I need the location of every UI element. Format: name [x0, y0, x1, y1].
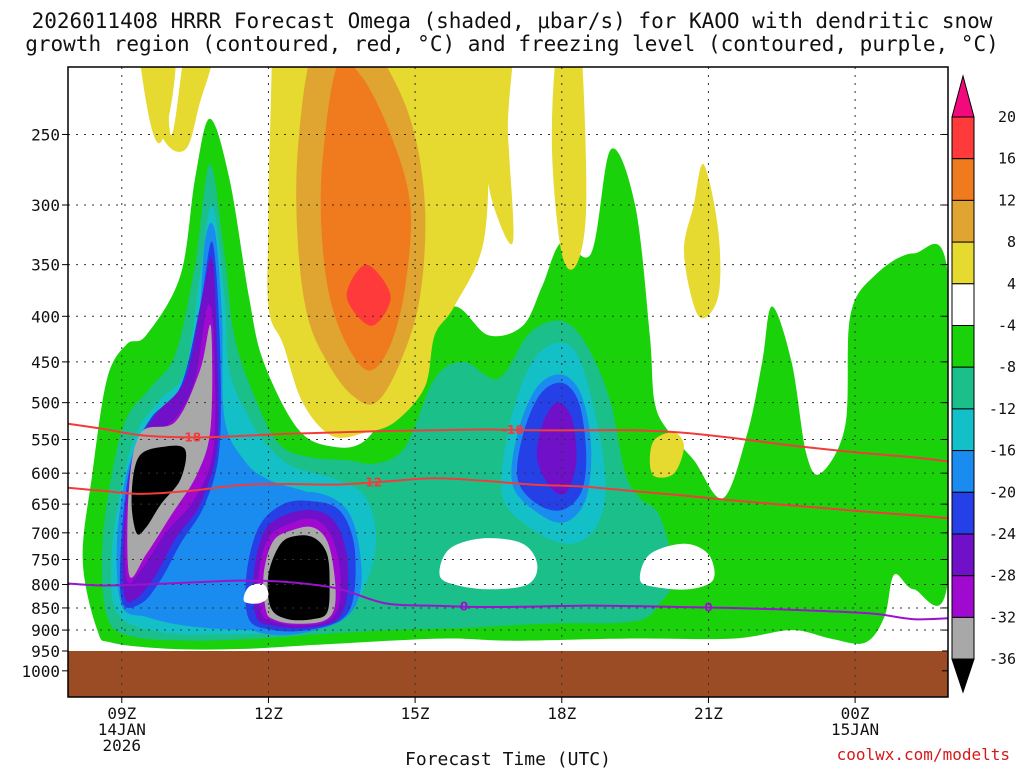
freezing-level-contour-line [68, 579, 948, 621]
colorbar-label-12: -32 [989, 608, 1016, 626]
freezing-level-contour-label-1: 0 [704, 601, 712, 615]
x-tick-label-09z: 09Z [107, 704, 136, 723]
y-tick-label-800: 800 [31, 575, 60, 594]
colorbar-label-10: -24 [989, 525, 1016, 543]
x-tick-label-18z: 18Z [547, 704, 576, 723]
omega-region-e1-level--4 [439, 538, 538, 590]
omega-region-d4-level-16 [346, 264, 391, 326]
chart-title-line-2: growth region (contoured, red, °C) and f… [25, 32, 999, 56]
colorbar-label-7: -12 [989, 400, 1016, 418]
y-tick-label-650: 650 [31, 495, 60, 514]
colorbar-label-5: -4 [998, 317, 1016, 335]
y-tick-label-1000: 1000 [21, 662, 60, 681]
dgz-contour-2-label-0: -12 [360, 475, 382, 489]
colorbar-swatch-12 [951, 616, 975, 660]
y-tick-label-900: 900 [31, 621, 60, 640]
omega-region-a9-level--40 [131, 445, 187, 535]
y-axis: 250 300 350 400 450 500 550 600 650 700 750 800 850 9… [21, 125, 948, 681]
y-tick-label-250: 250 [31, 125, 60, 144]
colorbar-swatch-10 [951, 533, 975, 577]
colorbar-swatch-4 [951, 283, 975, 326]
y-tick-label-500: 500 [31, 394, 60, 413]
omega-shaded-regions [82, 67, 948, 650]
colorbar-label-13: -36 [989, 650, 1016, 668]
omega-region-d5-level-4 [140, 67, 176, 144]
omega-region-e2-level--4 [639, 543, 715, 590]
colorbar-label-11: -28 [989, 567, 1016, 585]
x-tick-date-09z: 14JAN [98, 720, 146, 739]
colorbar-bottom-arrow [951, 658, 975, 694]
colorbar-top-arrow [951, 74, 975, 118]
omega-region-d7-level-4 [683, 163, 721, 319]
x-tick-label-00z: 00Z [841, 704, 870, 723]
omega-region-b6-level--40 [267, 535, 330, 621]
colorbar-label-8: -16 [989, 442, 1016, 460]
dgz-contour-2-line [68, 477, 948, 520]
x-tick-date-00z: 15JAN [831, 720, 879, 739]
colorbar-swatch-11 [951, 575, 975, 618]
dgz-contour-1-line [68, 422, 948, 463]
site-credit: coolwx.com/modelts [837, 745, 1010, 764]
colorbar-swatch-7 [951, 408, 975, 452]
gridlines [68, 67, 948, 697]
x-tick-year-09z: 2026 [103, 736, 142, 755]
colorbar-swatch-0 [951, 116, 975, 160]
x-tick-label-12z: 12Z [254, 704, 283, 723]
y-tick-label-550: 550 [31, 431, 60, 450]
colorbar-label-0: 20 [998, 108, 1016, 126]
y-tick-label-700: 700 [31, 524, 60, 543]
colorbar-swatch-9 [951, 491, 975, 535]
y-tick-label-450: 450 [31, 353, 60, 372]
omega-region-e3-level--4 [243, 583, 269, 604]
dgz-contour-1-label-1: -18 [502, 423, 524, 437]
dgz-contour-1-label-0: -18 [179, 430, 201, 444]
colorbar-swatch-8 [951, 450, 975, 493]
freezing-level-contour-label-0: 0 [460, 599, 468, 613]
y-tick-label-400: 400 [31, 307, 60, 326]
omega-region-c4-level--28 [536, 402, 577, 495]
y-tick-label-850: 850 [31, 599, 60, 618]
colorbar-swatch-2 [951, 199, 975, 243]
colorbar-label-4: 4 [1007, 275, 1016, 293]
contour-lines: -18 -18 -12 0 0 [68, 422, 948, 621]
plot-frame [67, 66, 949, 698]
y-tick-label-350: 350 [31, 256, 60, 275]
y-tick-label-750: 750 [31, 551, 60, 570]
colorbar: 20 16 12 8 4 -4 -8 -12 -16 -20 -24 -28 -32 -36 [951, 74, 1016, 694]
x-tick-label-15z: 15Z [401, 704, 430, 723]
colorbar-label-1: 16 [998, 150, 1016, 168]
chart-title-line-1: 2026011408 HRRR Forecast Omega (shaded, … [32, 9, 993, 33]
x-axis-label: Forecast Time (UTC) [405, 749, 611, 768]
omega-region-d8-level-4 [649, 432, 684, 478]
y-tick-label-600: 600 [31, 464, 60, 483]
colorbar-swatch-3 [951, 241, 975, 285]
y-tick-label-300: 300 [31, 196, 60, 215]
colorbar-label-9: -20 [989, 483, 1016, 501]
colorbar-label-3: 8 [1007, 233, 1016, 251]
omega-region-d6-level-4 [551, 67, 587, 270]
colorbar-label-2: 12 [998, 191, 1016, 209]
below-ground-area [68, 651, 948, 697]
y-tick-label-950: 950 [31, 642, 60, 661]
colorbar-label-6: -8 [998, 358, 1016, 376]
colorbar-swatch-1 [951, 158, 975, 201]
x-tick-label-21z: 21Z [694, 704, 723, 723]
colorbar-swatch-6 [951, 366, 975, 410]
colorbar-swatch-5 [951, 325, 975, 368]
